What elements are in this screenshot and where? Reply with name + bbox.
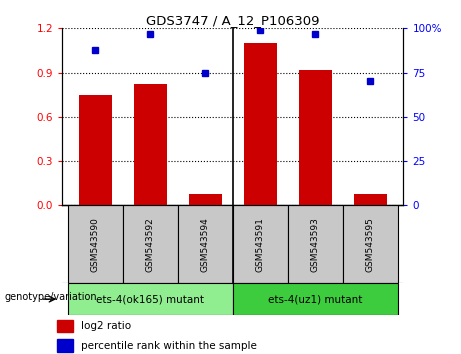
Text: GSM543590: GSM543590 <box>91 217 100 272</box>
Bar <box>68 283 233 315</box>
Text: GSM543592: GSM543592 <box>146 217 155 272</box>
Bar <box>57 339 73 352</box>
Title: GDS3747 / A_12_P106309: GDS3747 / A_12_P106309 <box>146 14 319 27</box>
Text: ets-4(ok165) mutant: ets-4(ok165) mutant <box>96 294 204 304</box>
Text: GSM543594: GSM543594 <box>201 217 210 272</box>
Bar <box>299 70 332 205</box>
Bar <box>189 194 222 205</box>
Bar <box>233 205 288 283</box>
Text: log2 ratio: log2 ratio <box>81 321 131 331</box>
Bar <box>68 205 123 283</box>
Text: genotype/variation: genotype/variation <box>5 292 97 302</box>
Bar <box>57 320 73 332</box>
Bar <box>79 95 112 205</box>
Bar <box>134 84 167 205</box>
Bar <box>343 205 398 283</box>
Bar <box>354 194 387 205</box>
Text: GSM543593: GSM543593 <box>311 217 320 272</box>
Text: GSM543591: GSM543591 <box>256 217 265 272</box>
Bar <box>233 283 398 315</box>
Bar <box>123 205 178 283</box>
Bar <box>244 43 277 205</box>
Bar <box>288 205 343 283</box>
Text: ets-4(uz1) mutant: ets-4(uz1) mutant <box>268 294 362 304</box>
Text: GSM543595: GSM543595 <box>366 217 375 272</box>
Bar <box>178 205 233 283</box>
Text: percentile rank within the sample: percentile rank within the sample <box>81 341 257 350</box>
